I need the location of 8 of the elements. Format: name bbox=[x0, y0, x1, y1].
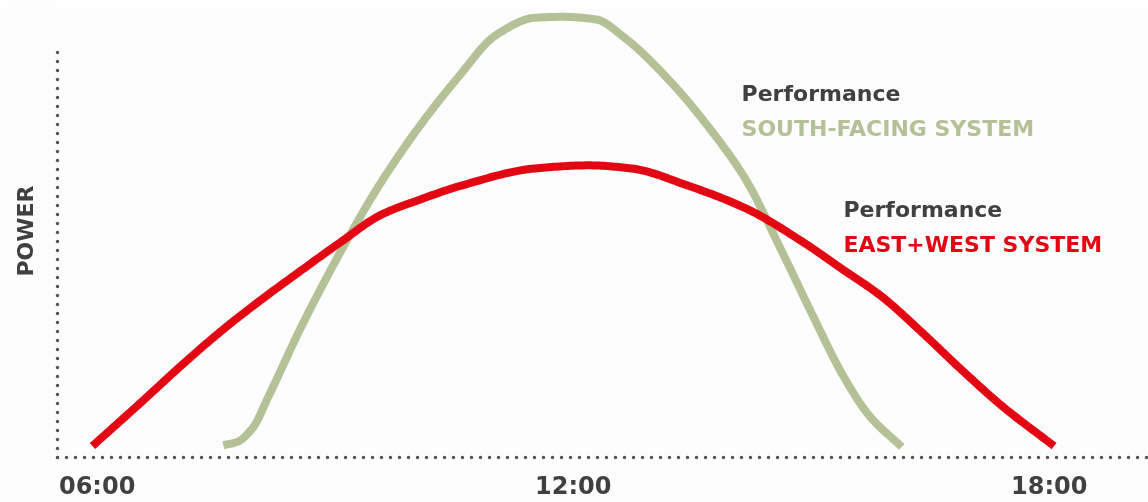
x-tick-label: 06:00 bbox=[58, 471, 136, 500]
series-label: SOUTH-FACING SYSTEM bbox=[741, 115, 1035, 141]
x-tick-label: 18:00 bbox=[1011, 471, 1088, 500]
annotation: Performance bbox=[741, 80, 901, 106]
y-axis-title: POWER bbox=[12, 185, 38, 277]
series-label: EAST+WEST SYSTEM bbox=[843, 232, 1103, 258]
annotation: Performance bbox=[843, 197, 1003, 223]
x-tick-label: 12:00 bbox=[535, 471, 612, 500]
